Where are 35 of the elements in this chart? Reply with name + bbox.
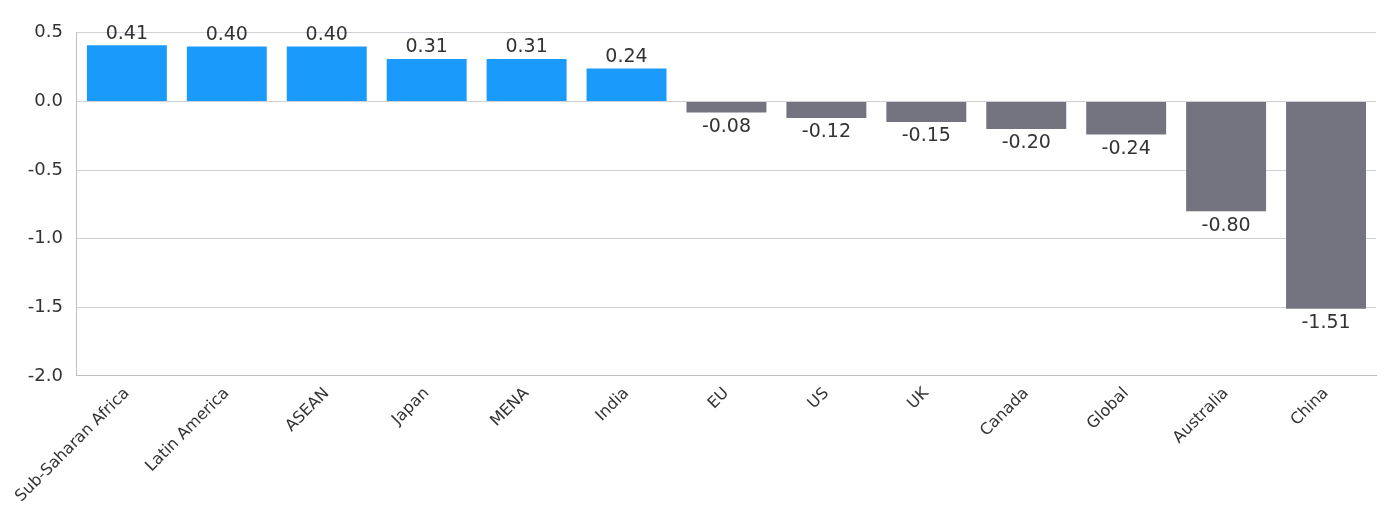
- x-tick-label: EU: [703, 383, 733, 412]
- y-tick-label: -2.0: [27, 363, 63, 385]
- data-label: 0.31: [505, 34, 548, 57]
- bar: [786, 101, 867, 118]
- data-label: -1.51: [1301, 310, 1351, 333]
- data-label: -0.08: [701, 113, 752, 136]
- data-label: -0.12: [801, 119, 851, 142]
- y-tick-label: 0.5: [34, 20, 63, 42]
- bar: [486, 58, 567, 101]
- bar: [286, 46, 367, 101]
- data-label: 0.24: [605, 43, 648, 66]
- x-tick-label: UK: [902, 382, 933, 413]
- data-label: -0.80: [1201, 212, 1251, 235]
- y-tick-label: -0.5: [27, 157, 63, 179]
- y-tick-label: -1.5: [27, 295, 63, 317]
- data-label: -0.20: [1001, 130, 1051, 153]
- data-label: -0.15: [901, 123, 951, 146]
- bar: [1086, 101, 1167, 135]
- bar: [1286, 101, 1367, 309]
- bar: [686, 101, 767, 113]
- bar: [886, 101, 967, 123]
- data-label: 0.31: [405, 34, 448, 57]
- data-label: 0.40: [205, 21, 248, 44]
- bar: [986, 101, 1067, 129]
- data-label: 0.41: [105, 20, 149, 43]
- bar: [186, 46, 267, 101]
- bar: [386, 58, 467, 101]
- bar: [86, 45, 167, 101]
- y-tick-label: -1.0: [27, 226, 63, 248]
- x-tick-label: US: [803, 383, 833, 412]
- data-label: 0.40: [305, 21, 348, 44]
- y-tick-label: 0.0: [34, 89, 63, 111]
- bar: [1186, 101, 1267, 212]
- bar: [586, 68, 667, 101]
- data-label: -0.24: [1101, 135, 1151, 158]
